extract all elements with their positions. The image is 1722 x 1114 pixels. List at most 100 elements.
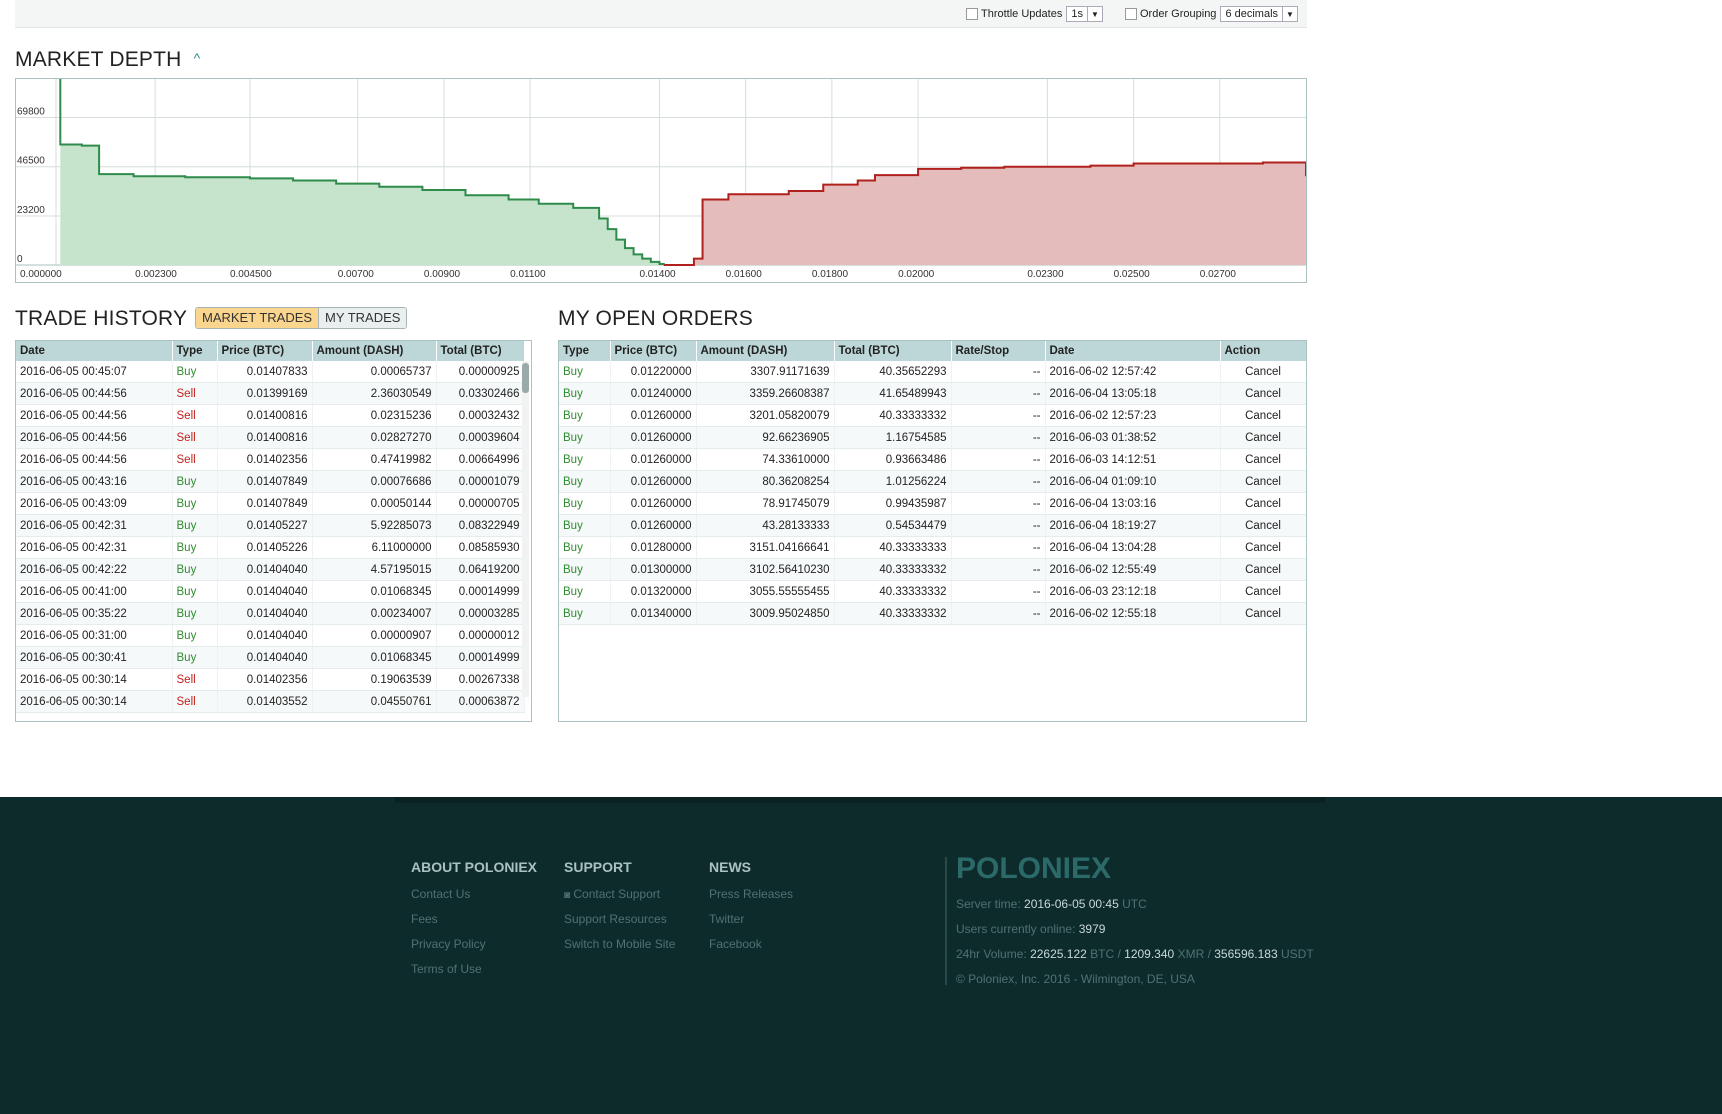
table-cell: Buy: [172, 492, 218, 515]
table-row[interactable]: 2016-06-05 00:41:00 Buy 0.01404040 0.010683…: [16, 580, 525, 603]
table-cell: 0.01407833: [217, 361, 313, 383]
table-row[interactable]: 2016-06-05 00:31:00 Buy 0.01404040 0.000009…: [16, 624, 525, 647]
table-row[interactable]: 2016-06-05 00:43:16 Buy 0.01407849 0.000766…: [16, 470, 525, 493]
table-cell: 0.00000012: [436, 624, 525, 647]
trade-history-panel: Date Type Price (BTC) Amount (DASH) Total (B…: [15, 340, 532, 722]
grouping-checkbox[interactable]: [1125, 8, 1137, 20]
table-cell: Buy: [559, 361, 611, 383]
footer-link-terms[interactable]: Terms of Use: [411, 962, 482, 976]
oo-col-header[interactable]: Date: [1045, 341, 1221, 361]
tab-my-trades[interactable]: MY TRADES: [318, 308, 407, 328]
table-cell: Buy: [559, 382, 611, 405]
table-cell: 0.08585930: [436, 536, 525, 559]
table-cell: 0.06419200: [436, 558, 525, 581]
oo-col-header[interactable]: Action: [1220, 341, 1306, 361]
contact-support-label: Contact Support: [573, 887, 661, 901]
table-cell: 0.00234007: [312, 602, 437, 625]
table-row[interactable]: 2016-06-05 00:42:22 Buy 0.01404040 4.571950…: [16, 558, 525, 581]
th-col-header[interactable]: Price (BTC): [217, 341, 313, 361]
cancel-button[interactable]: Cancel: [1220, 602, 1306, 625]
cancel-button[interactable]: Cancel: [1220, 514, 1306, 537]
chevron-down-icon: ▼: [1086, 7, 1102, 21]
table-cell: 0.01260000: [610, 404, 697, 427]
table-row[interactable]: 2016-06-05 00:30:14 Sell 0.01402356 0.19063…: [16, 668, 525, 691]
footer-link-support-resources[interactable]: Support Resources: [564, 912, 667, 926]
th-col-header[interactable]: Type: [172, 341, 218, 361]
table-cell: 74.33610000: [696, 448, 835, 471]
table-cell: --: [951, 536, 1046, 559]
table-cell: 2016-06-05 00:44:56: [16, 426, 173, 449]
bids-area: [60, 79, 664, 265]
tab-market-trades[interactable]: MARKET TRADES: [196, 308, 319, 328]
footer-link-contact-support[interactable]: ◙ Contact Support: [564, 887, 660, 901]
throttle-checkbox[interactable]: [966, 8, 978, 20]
table-row[interactable]: 2016-06-05 00:42:31 Buy 0.01405227 5.922850…: [16, 514, 525, 537]
footer-link-contact-us[interactable]: Contact Us: [411, 887, 471, 901]
cancel-button[interactable]: Cancel: [1220, 536, 1306, 559]
th-col-header[interactable]: Amount (DASH): [312, 341, 437, 361]
footer-link-privacy[interactable]: Privacy Policy: [411, 937, 486, 951]
cancel-button[interactable]: Cancel: [1220, 382, 1306, 405]
table-row[interactable]: 2016-06-05 00:35:22 Buy 0.01404040 0.002340…: [16, 602, 525, 625]
footer-link-facebook[interactable]: Facebook: [709, 937, 762, 951]
camera-icon: ◙: [564, 890, 571, 901]
table-row[interactable]: 2016-06-05 00:43:09 Buy 0.01407849 0.000501…: [16, 492, 525, 515]
table-cell: --: [951, 514, 1046, 537]
cancel-button[interactable]: Cancel: [1220, 492, 1306, 515]
grouping-select[interactable]: 6 decimals ▼: [1220, 6, 1299, 22]
throttle-select[interactable]: 1s ▼: [1066, 6, 1103, 22]
table-row[interactable]: 2016-06-05 00:45:07 Buy 0.01407833 0.000657…: [16, 361, 525, 383]
footer-link-mobile-site[interactable]: Switch to Mobile Site: [564, 937, 676, 951]
x-tick-label: 0.02000: [898, 269, 935, 280]
oo-col-header[interactable]: Amount (DASH): [696, 341, 835, 361]
asks-area: [663, 162, 1306, 265]
cancel-button[interactable]: Cancel: [1220, 404, 1306, 427]
table-cell: 40.33333332: [834, 558, 952, 581]
th-col-header[interactable]: Total (BTC): [436, 341, 525, 361]
table-cell: 2016-06-04 13:04:28: [1045, 536, 1221, 559]
table-cell: 2016-06-05 00:45:07: [16, 361, 173, 383]
table-cell: 2.36030549: [312, 382, 437, 405]
table-row[interactable]: 2016-06-05 00:44:56 Sell 0.01402356 0.47419…: [16, 448, 525, 471]
cancel-button[interactable]: Cancel: [1220, 426, 1306, 449]
server-time-label: Server time:: [956, 897, 1021, 911]
x-tick-label: 0.02700: [1200, 269, 1237, 280]
table-cell: 2016-06-05 00:30:41: [16, 646, 173, 669]
table-row[interactable]: 2016-06-05 00:44:56 Sell 0.01400816 0.02315…: [16, 404, 525, 427]
footer-about-title: ABOUT POLONIEX: [411, 859, 538, 875]
throttle-updates: Throttle Updates 1s ▼: [966, 6, 1103, 22]
table-cell: 2016-06-05 00:41:00: [16, 580, 173, 603]
table-row[interactable]: 2016-06-05 00:44:56 Sell 0.01400816 0.02827…: [16, 426, 525, 449]
table-cell: 2016-06-02 12:55:49: [1045, 558, 1221, 581]
table-cell: 43.28133333: [696, 514, 835, 537]
table-cell: 2016-06-03 01:38:52: [1045, 426, 1221, 449]
table-cell: 0.01240000: [610, 382, 697, 405]
cancel-button[interactable]: Cancel: [1220, 361, 1306, 383]
cancel-button[interactable]: Cancel: [1220, 448, 1306, 471]
footer-link-twitter[interactable]: Twitter: [709, 912, 745, 926]
x-tick-label: 0.002300: [135, 269, 177, 280]
chevron-up-icon[interactable]: ^: [193, 50, 201, 66]
table-cell: 0.02315236: [312, 404, 437, 427]
cancel-button[interactable]: Cancel: [1220, 470, 1306, 493]
oo-col-header[interactable]: Type: [559, 341, 611, 361]
table-row[interactable]: 2016-06-05 00:44:56 Sell 0.01399169 2.36030…: [16, 382, 525, 405]
oo-col-header[interactable]: Price (BTC): [610, 341, 697, 361]
trade-history-scrollbar[interactable]: [522, 361, 529, 697]
cancel-button[interactable]: Cancel: [1220, 580, 1306, 603]
footer-link-press[interactable]: Press Releases: [709, 887, 794, 901]
table-row[interactable]: 2016-06-05 00:30:14 Sell 0.01403552 0.04550…: [16, 690, 525, 713]
table-row[interactable]: 2016-06-05 00:30:41 Buy 0.01404040 0.010683…: [16, 646, 525, 669]
table-row: Buy 0.01260000 78.91745079 0.99435987 -- 2016…: [559, 492, 1306, 515]
oo-col-header[interactable]: Rate/Stop: [951, 341, 1046, 361]
table-cell: 2016-06-05 00:42:31: [16, 536, 173, 559]
table-cell: 2016-06-05 00:43:09: [16, 492, 173, 515]
x-tick-label: 0.01400: [639, 269, 676, 280]
table-row[interactable]: 2016-06-05 00:42:31 Buy 0.01405226 6.110000…: [16, 536, 525, 559]
cancel-button[interactable]: Cancel: [1220, 558, 1306, 581]
oo-col-header[interactable]: Total (BTC): [834, 341, 952, 361]
footer-link-fees[interactable]: Fees: [411, 912, 438, 926]
th-col-header[interactable]: Date: [16, 341, 173, 361]
scrollbar-thumb[interactable]: [522, 363, 529, 393]
table-cell: Sell: [172, 404, 218, 427]
